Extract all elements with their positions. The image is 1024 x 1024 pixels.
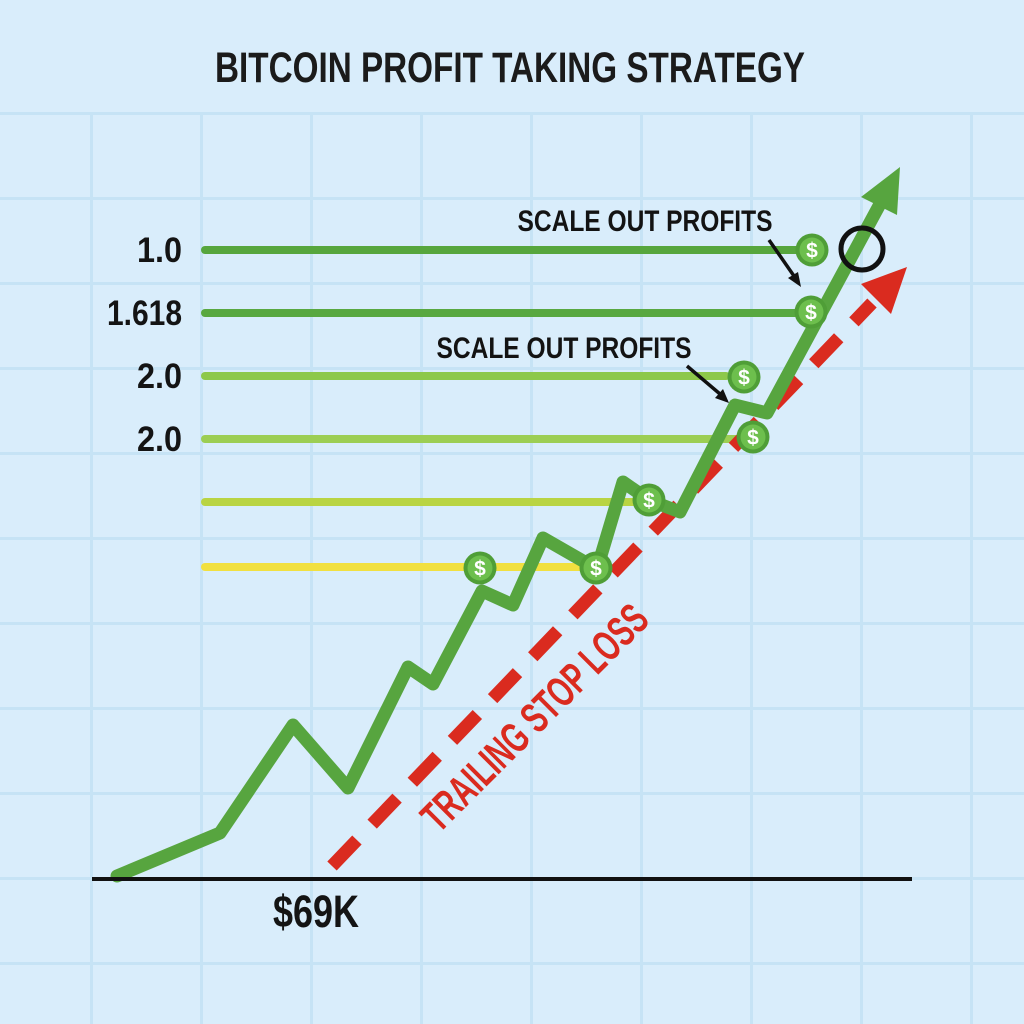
profit-marker: $ bbox=[795, 233, 829, 267]
stop-loss-label: TRAILING STOP LOSS bbox=[412, 595, 658, 841]
dollar-marker-fill bbox=[583, 555, 609, 581]
profit-marker: $ bbox=[632, 483, 666, 517]
highlight-circle-group bbox=[838, 225, 886, 273]
fib-level-label: 2.0 bbox=[137, 357, 182, 396]
annotation-arrowhead bbox=[715, 389, 729, 403]
dollar-marker-fill bbox=[636, 487, 662, 513]
dollar-sign-icon: $ bbox=[806, 240, 818, 263]
price-line-group bbox=[110, 167, 900, 883]
annotations-group: SCALE OUT PROFITS SCALE OUT PROFITS bbox=[437, 205, 801, 403]
dollar-sign-icon: $ bbox=[747, 427, 759, 450]
annotation-arrow-line bbox=[767, 239, 796, 277]
fib-levels-group: 1.0 1.618 2.0 2.0 bbox=[107, 231, 802, 571]
annotation-arrow-line bbox=[685, 364, 722, 396]
dollar-marker-fill bbox=[467, 555, 493, 581]
dollar-sign-icon: $ bbox=[474, 558, 486, 581]
profit-marker: $ bbox=[736, 420, 770, 454]
fib-level-label: 1.618 bbox=[107, 294, 182, 333]
dollar-marker-fill bbox=[731, 364, 757, 390]
entry-highlight-circle bbox=[838, 225, 886, 273]
price-line bbox=[110, 197, 887, 883]
dollar-marker-fill bbox=[740, 424, 766, 450]
annotation-arrowhead bbox=[788, 272, 801, 287]
start-price-label: $69K bbox=[273, 886, 359, 937]
fib-level-label: 1.0 bbox=[137, 231, 182, 270]
dollar-sign-icon: $ bbox=[805, 302, 817, 325]
dollar-marker-fill bbox=[798, 299, 824, 325]
profit-marker: $ bbox=[579, 551, 613, 585]
scale-out-profits-label: SCALE OUT PROFITS bbox=[437, 332, 692, 365]
profit-marker: $ bbox=[463, 551, 497, 585]
stop-loss-dashed-line bbox=[327, 298, 877, 871]
price-line-arrowhead bbox=[861, 167, 900, 215]
fib-level-label: 2.0 bbox=[137, 420, 182, 459]
dollar-sign-icon: $ bbox=[590, 558, 602, 581]
dollar-marker-fill bbox=[799, 237, 825, 263]
profit-marker: $ bbox=[794, 295, 828, 329]
stop-loss-arrowhead bbox=[861, 267, 907, 314]
profit-marker: $ bbox=[727, 360, 761, 394]
dollar-sign-icon: $ bbox=[738, 367, 750, 390]
dollar-sign-icon: $ bbox=[643, 490, 655, 513]
chart-title: BITCOIN PROFIT TAKING STRATEGY bbox=[215, 44, 805, 92]
profit-markers-group: $ $ $ $ $ $ $ bbox=[463, 233, 829, 585]
scale-out-profits-label: SCALE OUT PROFITS bbox=[518, 205, 773, 238]
